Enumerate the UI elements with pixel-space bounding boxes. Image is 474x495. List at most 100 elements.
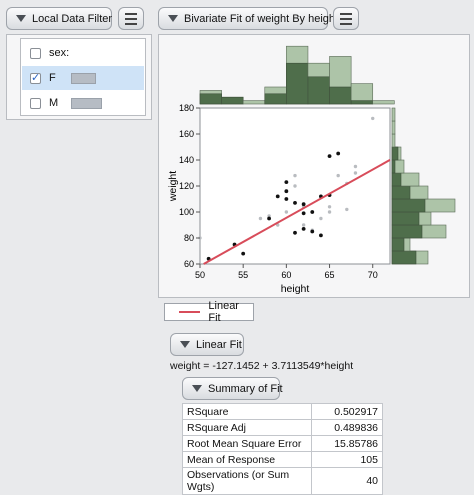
linear-fit-line — [203, 159, 391, 265]
y-tick-label: 140 — [179, 155, 194, 165]
linear-fit-title: Linear Fit — [196, 338, 242, 351]
data-point-m — [258, 216, 263, 221]
bivariate-report-button[interactable]: Bivariate Fit of weight By height — [158, 7, 338, 30]
histogram-bar-selected — [391, 250, 417, 265]
local-data-filter-button[interactable]: Local Data Filter — [6, 7, 112, 30]
x-tick-label: 55 — [238, 270, 248, 280]
histogram-bar-selected — [391, 146, 399, 161]
bivariate-menu-button[interactable] — [333, 7, 359, 30]
fit-equation: weight = -127.1452 + 3.7113549*height — [170, 360, 354, 372]
data-point-f — [284, 189, 289, 194]
legend-line-swatch — [179, 311, 201, 313]
histogram-bar-selected — [391, 172, 402, 187]
data-point-m — [345, 207, 349, 212]
filter-menu-button[interactable] — [118, 7, 144, 30]
data-point-f — [301, 227, 306, 231]
fit-legend: Linear Fit — [164, 300, 254, 324]
y-tick-label: 100 — [179, 207, 194, 217]
histogram-bar — [372, 100, 395, 105]
linear-fit-button[interactable]: Linear Fit — [170, 333, 244, 356]
f-count-bar — [71, 72, 97, 84]
summary-of-fit-button[interactable]: Summary of Fit — [182, 377, 283, 400]
y-tick-label: 160 — [179, 129, 194, 139]
data-point-f — [241, 251, 246, 256]
histogram-bar-selected — [391, 224, 423, 239]
stat-value: 15.85786 — [311, 435, 383, 452]
summary-of-fit-title: Summary of Fit — [208, 382, 283, 395]
histogram-bar-selected — [391, 211, 420, 226]
bivariate-chart: 50 55 60 65 70 60 80 100 120 140 160 180 height we… — [167, 45, 456, 295]
data-point-f — [293, 201, 297, 205]
y-tick-label: 120 — [179, 181, 194, 191]
stat-label: Root Mean Square Error — [182, 435, 312, 452]
stat-value: 40 — [311, 467, 383, 495]
disclosure-triangle-icon — [168, 15, 178, 22]
stat-value: 0.489836 — [311, 419, 383, 436]
histogram-bar — [391, 120, 396, 135]
data-point-f — [301, 211, 306, 216]
weight-histogram — [391, 107, 456, 265]
histogram-bar-selected — [391, 185, 411, 200]
y-tick-label: 60 — [184, 259, 194, 269]
stat-value: 0.502917 — [311, 403, 383, 420]
filter-item-m[interactable]: M — [22, 91, 144, 115]
histogram-bar-selected — [264, 93, 287, 105]
data-point-f — [284, 197, 289, 201]
stat-value: 105 — [311, 451, 383, 468]
data-point-f — [293, 230, 297, 235]
height-histogram — [199, 45, 395, 105]
x-tick-label: 50 — [195, 270, 205, 280]
histogram-bar-selected — [391, 237, 405, 252]
data-point-m — [293, 173, 297, 178]
x-axis-ticks: 50 55 60 65 70 — [195, 264, 378, 280]
data-point-m — [371, 116, 375, 121]
data-point-f — [336, 151, 341, 156]
data-point-f — [301, 202, 306, 207]
stat-label: Mean of Response — [182, 451, 312, 468]
histogram-bar — [391, 107, 396, 122]
data-point-f — [275, 194, 280, 199]
data-point-f — [267, 216, 271, 221]
table-row: RSquare 0.502917 — [182, 403, 383, 420]
histogram-bar-selected — [199, 93, 222, 105]
legend-label: Linear Fit — [208, 300, 239, 324]
data-point-m — [293, 184, 297, 188]
y-axis-label: weight — [167, 171, 179, 202]
m-checkbox[interactable] — [30, 97, 41, 109]
sex-filter-box: sex: F M — [20, 38, 146, 116]
data-point-f — [319, 233, 323, 238]
scatter-points — [198, 116, 375, 261]
hamburger-icon — [125, 12, 137, 15]
histogram-bar-selected — [307, 76, 330, 105]
histogram-bar-selected — [286, 62, 309, 105]
disclosure-triangle-icon — [16, 15, 26, 22]
m-count-bar — [71, 97, 103, 109]
m-label: M — [49, 97, 59, 109]
x-axis-label: height — [281, 283, 310, 295]
filter-item-f[interactable]: F — [22, 66, 144, 90]
data-point-m — [353, 164, 358, 169]
bivariate-title: Bivariate Fit of weight By height — [184, 12, 339, 25]
histogram-bar-selected — [221, 96, 244, 105]
data-point-m — [301, 223, 306, 227]
x-tick-label: 60 — [281, 270, 291, 280]
data-point-m — [327, 210, 332, 214]
data-point-f — [327, 154, 332, 158]
sex-column-row[interactable]: sex: — [22, 41, 144, 65]
data-point-m — [267, 214, 271, 218]
data-point-f — [310, 210, 315, 214]
summary-table: RSquare 0.502917 RSquare Adj 0.489836 Root… — [182, 403, 383, 495]
y-axis-ticks: 60 80 100 120 140 160 180 — [179, 103, 200, 269]
sex-column-label: sex: — [49, 47, 70, 59]
histogram-bar-selected — [391, 198, 426, 213]
stat-label: RSquare Adj — [182, 419, 312, 436]
filter-panel: sex: F M — [6, 34, 152, 120]
f-checkbox[interactable] — [30, 71, 41, 84]
sex-checkbox[interactable] — [30, 47, 41, 59]
stat-label: Observations (or Sum Wgts) — [182, 467, 312, 495]
data-point-f — [310, 229, 315, 234]
hamburger-icon — [340, 12, 352, 15]
histogram-bar-selected — [391, 159, 396, 174]
x-tick-label: 70 — [368, 270, 378, 280]
x-tick-label: 65 — [325, 270, 335, 280]
